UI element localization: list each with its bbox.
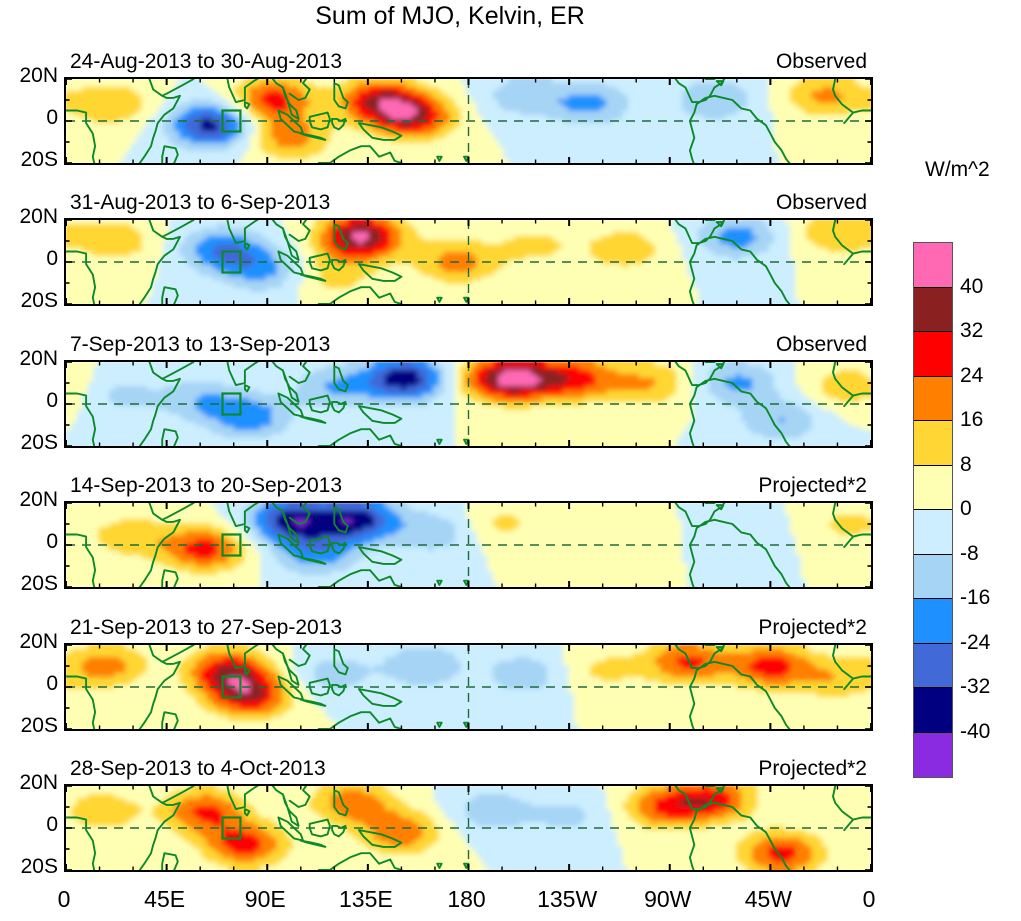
y-tick-label: 20N <box>19 771 58 794</box>
y-tick-label: 0 <box>46 389 58 412</box>
panel-status-5: Projected*2 <box>758 616 867 639</box>
colorbar-tick-label: 24 <box>960 363 984 387</box>
y-tick-label: 20N <box>19 347 58 370</box>
colorbar-tick-label: 0 <box>960 497 972 520</box>
colorbar-band <box>914 643 952 688</box>
x-tick-label: 0 <box>862 886 876 912</box>
colorbar-band <box>914 243 952 288</box>
y-tick-label: 20S <box>20 431 58 454</box>
y-tick-label: 0 <box>46 106 58 129</box>
panel-status-6: Projected*2 <box>758 757 867 780</box>
x-tick-label: 180 <box>447 886 486 912</box>
colorbar-tick-label: -8 <box>960 541 979 565</box>
y-tick-label: 20S <box>20 289 58 312</box>
panel-date-range-2: 31-Aug-2013 to 6-Sep-2013 <box>70 191 331 214</box>
colorbar-band <box>914 599 952 644</box>
panel-plot-area-2[interactable] <box>64 218 873 306</box>
colorbar-band <box>914 287 952 332</box>
x-tick-label: 0 <box>57 886 71 912</box>
y-tick-label: 0 <box>46 813 58 836</box>
colorbar-tick-label: -16 <box>960 586 991 609</box>
colorbar-tick-label: 40 <box>960 274 984 298</box>
panel-plot-area-5[interactable] <box>64 643 873 731</box>
x-tick-label: 135W <box>537 886 598 912</box>
panel-status-4: Projected*2 <box>758 474 867 497</box>
colorbar-tick-label: 8 <box>960 452 972 476</box>
colorbar-band <box>914 421 952 466</box>
x-tick-label: 135E <box>339 886 393 912</box>
x-tick-label: 45E <box>144 886 186 912</box>
x-tick-label: 90W <box>644 886 692 912</box>
panel-status-2: Observed <box>775 191 867 214</box>
panel-plot-area-6[interactable] <box>64 784 873 872</box>
y-tick-label: 20N <box>19 630 58 653</box>
y-tick-label: 0 <box>46 672 58 695</box>
y-tick-label: 20N <box>19 205 58 228</box>
panel-date-range-6: 28-Sep-2013 to 4-Oct-2013 <box>70 757 326 780</box>
panel-plot-area-3[interactable] <box>64 360 873 448</box>
y-tick-label: 20S <box>20 148 58 171</box>
y-tick-label: 20S <box>20 855 58 878</box>
panel-date-range-1: 24-Aug-2013 to 30-Aug-2013 <box>70 50 343 73</box>
colorbar-tick-label: -32 <box>960 675 991 698</box>
colorbar-unit-label: W/m^2 <box>925 158 990 181</box>
x-tick-label: 45W <box>744 886 793 912</box>
panel-date-range-5: 21-Sep-2013 to 27-Sep-2013 <box>70 616 343 639</box>
panel-plot-area-4[interactable] <box>64 501 873 589</box>
panel-status-3: Observed <box>775 333 867 356</box>
colorbar-tick-label: -40 <box>960 719 991 743</box>
panel-status-1: Observed <box>775 50 867 73</box>
y-tick-label: 20N <box>19 488 58 511</box>
y-tick-label: 20S <box>20 714 58 737</box>
colorbar-tick-label: 32 <box>960 319 984 342</box>
x-tick-label: 90E <box>244 886 286 912</box>
page-title: Sum of MJO, Kelvin, ER <box>315 2 585 30</box>
x-axis: 0 45E 90E 135E 180 135W 90W 45W 0 <box>58 886 876 918</box>
y-tick-label: 20N <box>19 64 58 87</box>
colorbar-tick-label: -24 <box>960 630 991 654</box>
colorbar-band <box>914 465 952 510</box>
colorbar[interactable] <box>913 242 953 778</box>
colorbar-band <box>914 376 952 421</box>
colorbar-band <box>914 554 952 599</box>
y-tick-label: 20S <box>20 572 58 595</box>
panel-plot-area-1[interactable] <box>64 77 873 165</box>
colorbar-band <box>914 332 952 377</box>
colorbar-band <box>914 732 952 777</box>
panel-date-range-3: 7-Sep-2013 to 13-Sep-2013 <box>70 333 331 356</box>
colorbar-band <box>914 688 952 733</box>
y-tick-label: 0 <box>46 247 58 270</box>
panel-date-range-4: 14-Sep-2013 to 20-Sep-2013 <box>70 474 343 497</box>
colorbar-tick-label: 16 <box>960 408 984 431</box>
y-tick-label: 0 <box>46 530 58 553</box>
colorbar-band <box>914 510 952 555</box>
